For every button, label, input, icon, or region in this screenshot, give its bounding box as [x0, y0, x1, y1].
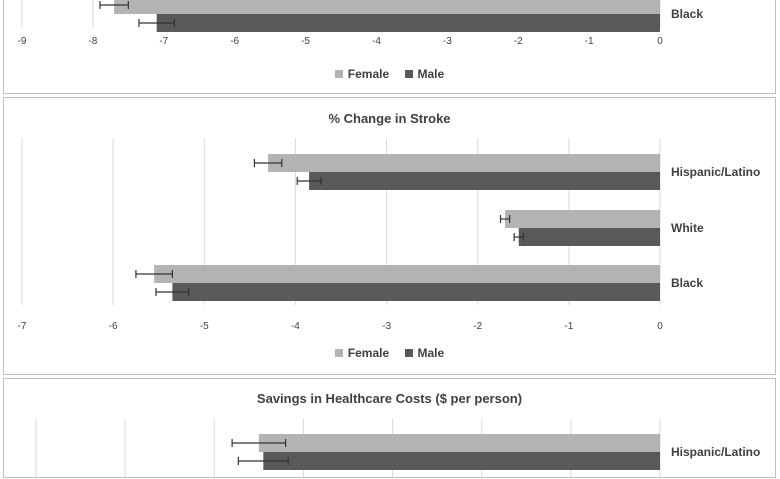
bar-male [309, 172, 660, 190]
legend-swatch-female [334, 349, 343, 357]
legend-label-male: Male [417, 67, 445, 81]
legend-1: Female Male [4, 67, 775, 81]
legend-label-female: Female [347, 67, 390, 81]
category-label: Hispanic/Latino [671, 445, 760, 459]
x-tick-label: -9 [18, 36, 27, 47]
bar-female [505, 210, 660, 228]
legend-item-female: Female [334, 67, 390, 81]
x-tick-label: -3 [443, 36, 452, 47]
legend-swatch-male [404, 349, 413, 357]
legend-item-male: Male [404, 67, 445, 81]
x-tick-label: -4 [372, 36, 381, 47]
category-label: Black [671, 276, 703, 290]
x-tick-label: -3 [382, 321, 391, 332]
bar-female [114, 0, 660, 14]
legend-swatch-male [404, 70, 413, 78]
bar-chart-2: -7 -6 -5 -4 -3 -2 -1 0 Hispanic/Latino White Black [18, 138, 760, 332]
bar-chart-3: Hispanic/Latino [35, 419, 760, 479]
x-tick-label: -2 [473, 321, 482, 332]
legend-item-female: Female [334, 346, 390, 360]
legend-swatch-female [334, 70, 343, 78]
bar-female [268, 154, 660, 172]
bar-male [518, 228, 660, 246]
x-tick-label: -6 [109, 321, 118, 332]
legend-2: Female Male [4, 346, 775, 360]
legend-label-male: Male [417, 346, 445, 360]
bar-male [156, 14, 660, 32]
category-label: Hispanic/Latino [671, 165, 760, 179]
legend-label-female: Female [347, 346, 390, 360]
bar-male [263, 452, 660, 470]
bar-female [258, 434, 660, 452]
x-tick-label: 0 [657, 321, 663, 332]
x-tick-label: -5 [200, 321, 209, 332]
x-tick-label: -7 [18, 321, 27, 332]
chart-panel-stroke: % Change in Stroke -7 -6 -5 -4 -3 -2 -1 0 Hispan… [3, 97, 776, 375]
x-tick-label: -8 [88, 36, 97, 47]
chart-title-stroke: % Change in Stroke [328, 111, 451, 126]
chart-panel-mortality: -9 -8 -7 -6 -5 -4 -3 -2 -1 0 Black Female Male [3, 0, 776, 94]
chart-panel-savings: Savings in Healthcare Costs ($ per perso… [3, 378, 776, 479]
x-tick-label: -5 [301, 36, 310, 47]
x-tick-label: -6 [230, 36, 239, 47]
bar-male [172, 283, 660, 301]
x-tick-label: -4 [291, 321, 300, 332]
x-tick-label: -1 [585, 36, 594, 47]
x-tick-label: -7 [159, 36, 168, 47]
x-tick-label: 0 [657, 36, 663, 47]
bar-chart-1: -9 -8 -7 -6 -5 -4 -3 -2 -1 0 Black [18, 0, 703, 47]
category-label: White [671, 221, 704, 235]
x-tick-label: -2 [514, 36, 523, 47]
x-tick-label: -1 [564, 321, 573, 332]
legend-item-male: Male [404, 346, 445, 360]
category-label: Black [671, 7, 703, 21]
chart-title-savings: Savings in Healthcare Costs ($ per perso… [256, 391, 523, 406]
bar-female [154, 265, 660, 283]
